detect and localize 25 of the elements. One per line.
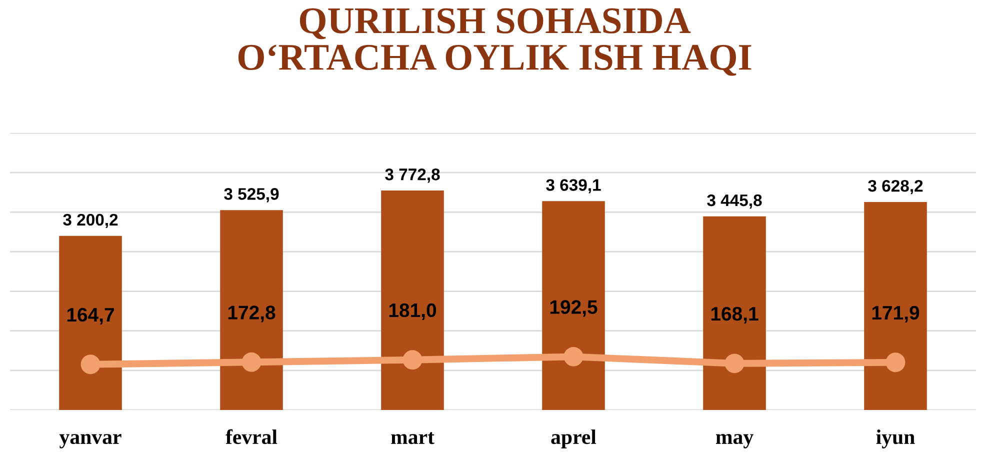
- data-label: 164,7: [67, 308, 114, 324]
- x-tick-label: mart: [391, 432, 434, 444]
- data-label: 3 772,8: [385, 168, 440, 183]
- x-tick-label: iyun: [876, 429, 915, 448]
- point: [564, 346, 584, 366]
- data-label: 181,0: [389, 303, 436, 320]
- data-label: 3 639,1: [546, 179, 601, 194]
- x-tick-label: may: [716, 434, 754, 448]
- x-tick-label: yanvar: [59, 434, 122, 448]
- point: [402, 350, 422, 370]
- point: [242, 352, 262, 372]
- data-label: 168,1: [711, 306, 758, 324]
- x-tick-label: aprel: [551, 429, 596, 448]
- point: [80, 354, 100, 374]
- point: [886, 352, 906, 372]
- data-label: 171,9: [872, 306, 920, 322]
- point: [724, 354, 744, 374]
- data-label: 172,8: [228, 306, 276, 322]
- data-label: 3 200,2: [63, 214, 118, 228]
- data-label: 192,5: [550, 300, 598, 317]
- data-label: 3 628,2: [868, 180, 923, 194]
- x-tick-label: fevral: [226, 429, 278, 444]
- chart-title: QURILISH SOHASIDA O‘RTACHA OYLIK ISH HAQI: [238, 8, 752, 76]
- data-label: 3 445,8: [707, 194, 762, 209]
- data-label: 3 525,9: [224, 188, 279, 202]
